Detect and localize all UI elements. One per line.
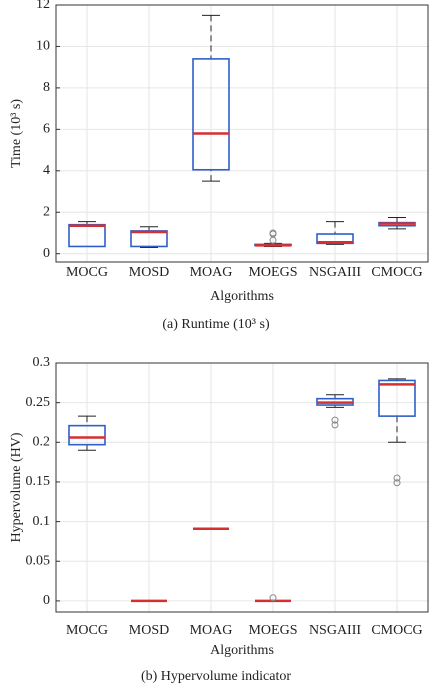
caption: (b) Hypervolume indicator [141, 669, 291, 684]
x-tick-label: CMOCG [371, 623, 422, 638]
outlier [331, 416, 339, 424]
y-tick-label: 0.3 [33, 355, 51, 370]
y-tick-label: 0 [43, 593, 50, 608]
y-tick-label: 0.2 [33, 435, 51, 450]
x-tick-label: MOSD [129, 265, 169, 280]
y-tick-label: 0.15 [26, 474, 51, 489]
y-tick-label: 10 [36, 39, 50, 54]
y-tick-label: 0.25 [26, 395, 51, 410]
x-tick-label: MOAG [190, 623, 233, 638]
plot-frame [55, 362, 429, 613]
y-tick-label: 12 [36, 0, 50, 12]
y-tick-label: 4 [43, 163, 50, 178]
outlier [269, 229, 277, 237]
y-tick-label: 0.1 [33, 514, 51, 529]
y-tick-label: 2 [43, 204, 50, 219]
y-tick-label: 6 [43, 122, 50, 137]
box [192, 58, 230, 171]
x-axis-label: Algorithms [210, 643, 274, 658]
outlier [393, 479, 401, 487]
x-tick-label: NSGAIII [309, 623, 361, 638]
y-tick-label: 0 [43, 246, 50, 261]
outlier [331, 421, 339, 429]
y-axis-label: Time (10³ s) [9, 99, 24, 168]
x-tick-label: MOEGS [248, 623, 297, 638]
box [378, 379, 416, 417]
x-tick-label: NSGAIII [309, 265, 361, 280]
x-tick-label: MOCG [66, 623, 108, 638]
y-tick-label: 8 [43, 80, 50, 95]
outlier [269, 594, 277, 602]
box [68, 424, 106, 446]
y-tick-label: 0.05 [26, 553, 51, 568]
x-tick-label: MOAG [190, 265, 233, 280]
x-tick-label: MOSD [129, 623, 169, 638]
x-tick-label: CMOCG [371, 265, 422, 280]
x-axis-label: Algorithms [210, 289, 274, 304]
x-tick-label: MOCG [66, 265, 108, 280]
y-axis-label: Hypervolume (HV) [9, 432, 24, 542]
caption: (a) Runtime (10³ s) [162, 317, 270, 332]
x-tick-label: MOEGS [248, 265, 297, 280]
plot-frame [55, 4, 429, 263]
outlier [393, 474, 401, 482]
